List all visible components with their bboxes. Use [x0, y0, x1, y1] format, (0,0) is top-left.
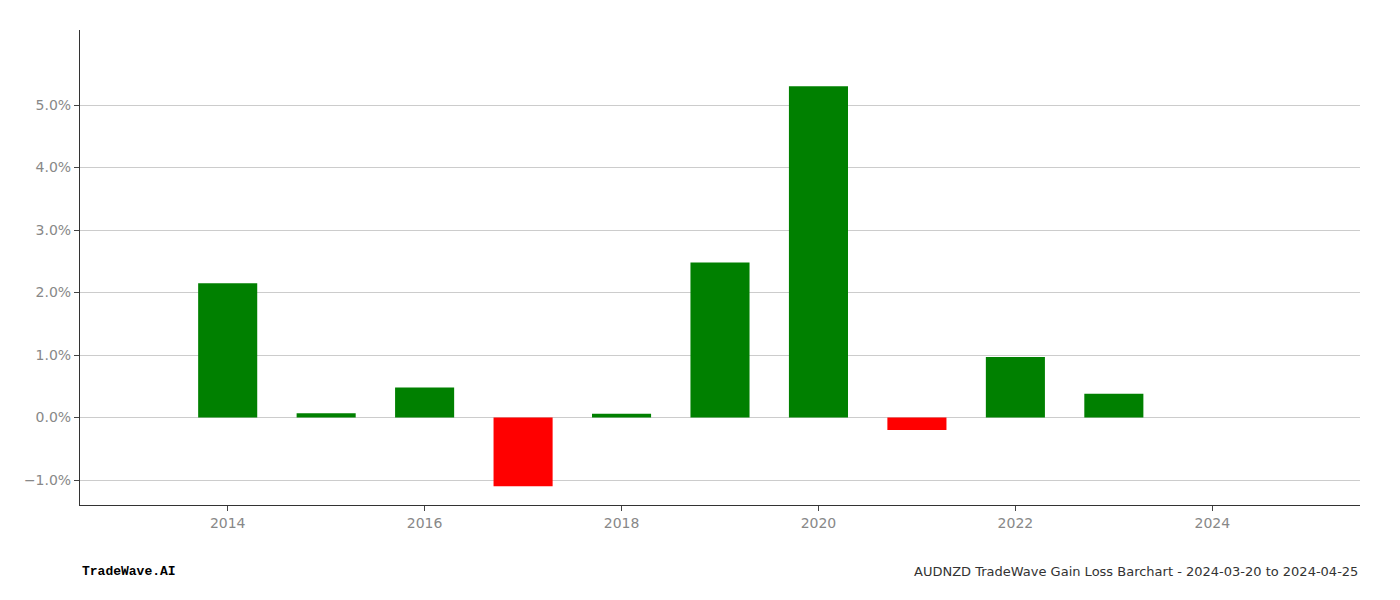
svg-text:2024: 2024 — [1194, 515, 1230, 531]
svg-text:AUDNZD TradeWave Gain Loss Bar: AUDNZD TradeWave Gain Loss Barchart - 20… — [914, 564, 1358, 579]
svg-text:4.0%: 4.0% — [36, 159, 72, 175]
svg-text:3.0%: 3.0% — [36, 222, 72, 238]
svg-text:TradeWave.AI: TradeWave.AI — [82, 564, 176, 579]
svg-text:2018: 2018 — [604, 515, 640, 531]
svg-text:1.0%: 1.0% — [36, 347, 72, 363]
svg-text:5.0%: 5.0% — [36, 97, 72, 113]
svg-text:0.0%: 0.0% — [36, 409, 72, 425]
svg-text:2.0%: 2.0% — [36, 284, 72, 300]
svg-text:−1.0%: −1.0% — [24, 472, 71, 488]
svg-text:2020: 2020 — [801, 515, 837, 531]
svg-text:2016: 2016 — [407, 515, 443, 531]
svg-text:2022: 2022 — [998, 515, 1034, 531]
svg-text:2014: 2014 — [210, 515, 246, 531]
